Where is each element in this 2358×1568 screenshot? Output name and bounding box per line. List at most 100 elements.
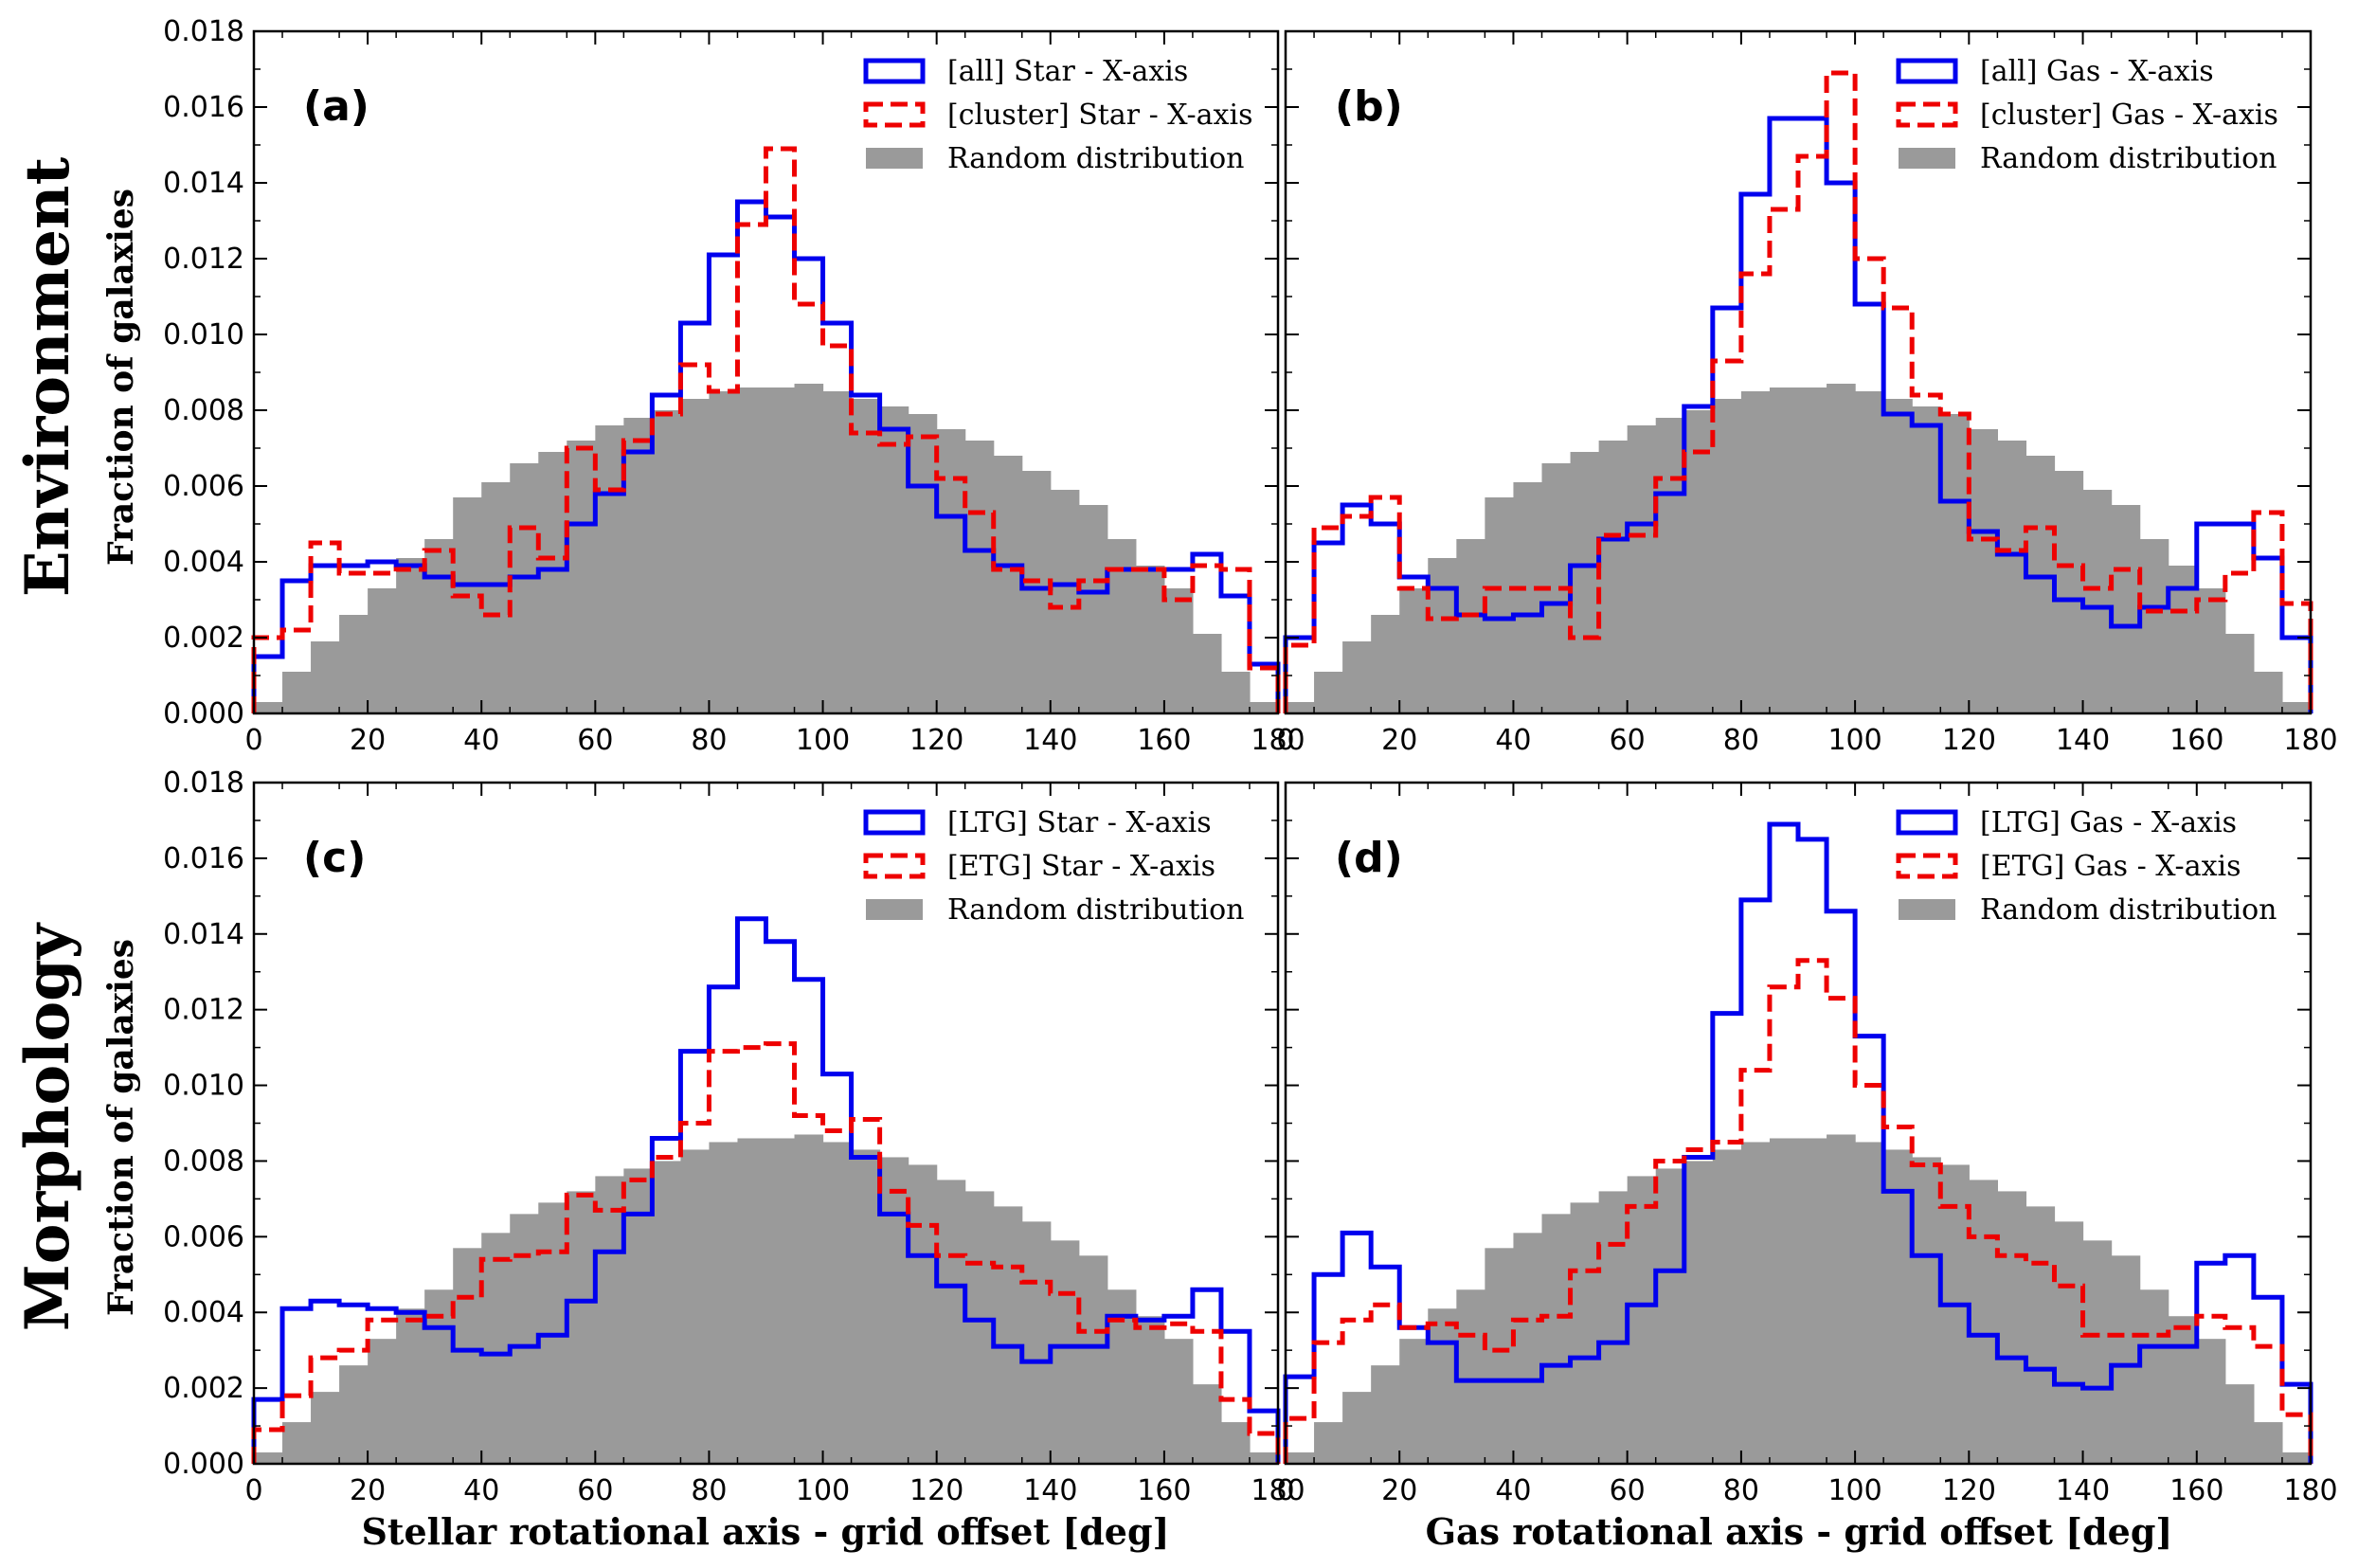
random-bar: [1655, 418, 1685, 713]
y-tick-label: 0.016: [163, 91, 244, 124]
x-tick-label: 40: [463, 1474, 499, 1507]
legend-label: Random distribution: [1980, 142, 2277, 175]
y-axis-label-bottom: Fraction of galaxies: [101, 939, 141, 1316]
random-bar: [595, 425, 624, 713]
x-tick-label: 140: [2056, 724, 2110, 757]
random-bar: [368, 1339, 397, 1464]
random-bar: [1286, 1452, 1315, 1464]
panel-letter: (b): [1335, 82, 1403, 131]
random-bar: [1969, 1180, 1998, 1464]
legend-swatch-solid: [1896, 58, 1958, 84]
y-tick-label: 0.012: [163, 994, 244, 1027]
legend-label: Random distribution: [1980, 893, 2277, 927]
random-bar: [737, 387, 767, 713]
random-bar: [1683, 410, 1714, 713]
legend-label: [cluster] Gas - X-axis: [1980, 99, 2278, 132]
panel-d: 0 20 40 60 80 100 120 140 160 180 (d) [LTG] Gas - X…: [1276, 781, 2338, 1507]
random-bar: [453, 1248, 482, 1464]
random-bar: [851, 1149, 881, 1464]
random-bar: [822, 391, 853, 713]
x-tick-label: 160: [1137, 724, 1191, 757]
legend-swatch-dashed: [1896, 101, 1958, 128]
random-bar: [2196, 1339, 2226, 1464]
random-bar: [1163, 1339, 1194, 1464]
random-bar: [2139, 1289, 2169, 1464]
random-bar: [368, 588, 397, 713]
legend-label: [ETG] Gas - X-axis: [1980, 850, 2241, 883]
random-bar: [424, 539, 454, 713]
legend: [all] Star - X-axis [cluster] Star - X-ax…: [863, 55, 1252, 175]
x-tick-label: 60: [1610, 1474, 1646, 1507]
x-tick-label: 100: [1827, 1474, 1881, 1507]
random-bar: [623, 1168, 653, 1464]
legend-swatch-dashed: [863, 853, 926, 879]
random-bar: [1021, 471, 1052, 713]
random-bar: [1342, 641, 1372, 713]
random-bar: [1456, 539, 1485, 713]
x-tick-label: 180: [2283, 1474, 2337, 1507]
random-bar: [709, 391, 739, 713]
random-bar: [1912, 1157, 1941, 1464]
dashed-step-series: [251, 146, 1281, 713]
random-bar: [1997, 441, 2027, 713]
random-bar: [1570, 1202, 1600, 1464]
random-bar: [1969, 429, 1998, 713]
random-bar: [2253, 672, 2283, 713]
random-bar: [2139, 539, 2169, 713]
panel-letter: (c): [303, 834, 366, 882]
random-bar: [1371, 1365, 1400, 1464]
x-tick-label: 140: [2056, 1474, 2110, 1507]
x-tick-label: 160: [2169, 1474, 2223, 1507]
legend-label: [ETG] Star - X-axis: [947, 850, 1215, 883]
x-tick-label: 140: [1023, 1474, 1077, 1507]
x-tick-label: 120: [1942, 1474, 1996, 1507]
random-bar: [1050, 1240, 1080, 1464]
solid-step-series: [1283, 821, 2313, 1464]
random-bar: [1192, 634, 1222, 713]
row-label-morphology: Morphology: [12, 922, 83, 1331]
random-bar: [993, 456, 1023, 713]
random-bar: [1286, 702, 1315, 713]
x-tick-label: 60: [577, 724, 613, 757]
random-bar: [2054, 471, 2084, 713]
random-bar: [737, 1138, 767, 1464]
random-bar: [851, 399, 881, 713]
random-bar: [2082, 1240, 2113, 1464]
random-bar: [1314, 1422, 1343, 1464]
random-bar: [1078, 505, 1108, 713]
legend-label: [all] Star - X-axis: [947, 55, 1188, 88]
random-bar: [424, 1289, 454, 1464]
random-bar: [2196, 588, 2226, 713]
x-tick-label: 120: [909, 1474, 963, 1507]
x-tick-label: 100: [1827, 724, 1881, 757]
random-bar: [1598, 441, 1629, 713]
legend-swatch-random: [1899, 899, 1955, 920]
random-bar: [1627, 1176, 1657, 1464]
random-bar: [2082, 490, 2113, 713]
random-bar: [595, 1176, 624, 1464]
legend: [all] Gas - X-axis [cluster] Gas - X-axis…: [1896, 55, 2278, 175]
random-bar: [282, 1422, 312, 1464]
random-bar: [1050, 490, 1080, 713]
x-tick-label: 140: [1023, 724, 1077, 757]
random-bar: [936, 429, 966, 713]
panel-b: 0 20 40 60 80 100 120 140 160 180 (b) [all] Gas - X…: [1276, 29, 2338, 757]
legend-swatch-dashed: [1896, 853, 1958, 879]
legend-swatch-random: [1899, 148, 1955, 169]
legend-label: [LTG] Star - X-axis: [947, 806, 1212, 839]
random-bar: [1769, 1138, 1799, 1464]
solid-step-series: [251, 916, 1281, 1464]
y-tick-label: 0.010: [163, 1070, 244, 1103]
x-tick-label: 20: [1381, 724, 1417, 757]
y-axis-label-top: Fraction of galaxies: [101, 189, 141, 566]
x-tick-label: 20: [350, 1474, 386, 1507]
random-bar: [652, 1161, 682, 1464]
random-bar: [1513, 482, 1543, 713]
random-bar: [481, 482, 511, 713]
legend-swatch-solid: [863, 809, 926, 836]
y-tick-label: 0.008: [163, 1144, 244, 1178]
random-bar: [1456, 1289, 1485, 1464]
x-tick-label: 0: [1276, 724, 1294, 757]
random-bar: [2281, 1452, 2312, 1464]
